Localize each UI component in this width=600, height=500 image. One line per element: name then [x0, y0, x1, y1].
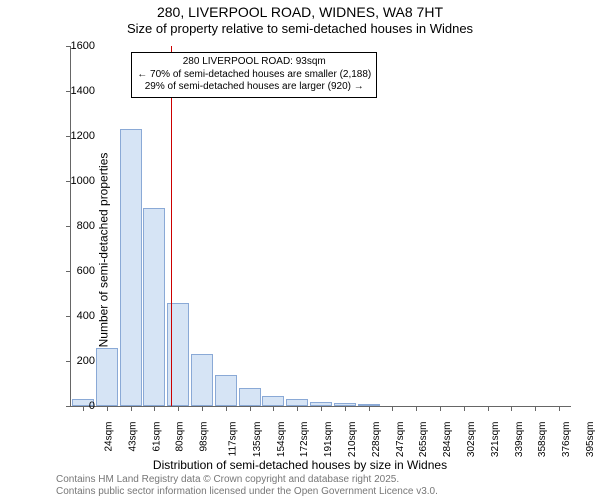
xtick-mark — [369, 406, 370, 411]
copyright-line: Contains public sector information licen… — [56, 486, 438, 498]
ytick-label: 0 — [89, 400, 95, 412]
xtick-mark — [511, 406, 512, 411]
histogram-bar — [262, 396, 284, 406]
reference-line — [171, 46, 172, 406]
xtick-mark — [107, 406, 108, 411]
xtick-label: 80sqm — [175, 422, 186, 452]
xtick-mark — [226, 406, 227, 411]
ytick-label: 400 — [77, 310, 95, 322]
histogram-bar — [191, 354, 213, 406]
xtick-mark — [250, 406, 251, 411]
xtick-label: 247sqm — [395, 422, 406, 458]
xtick-label: 228sqm — [371, 422, 382, 458]
xtick-mark — [392, 406, 393, 411]
xtick-label: 98sqm — [199, 422, 210, 452]
xtick-label: 117sqm — [227, 422, 238, 457]
xtick-mark — [559, 406, 560, 411]
annotation-box: 280 LIVERPOOL ROAD: 93sqm← 70% of semi-d… — [131, 52, 377, 98]
plot-area: 280 LIVERPOOL ROAD: 93sqm← 70% of semi-d… — [70, 46, 571, 407]
xtick-mark — [178, 406, 179, 411]
xtick-mark — [297, 406, 298, 411]
xtick-mark — [416, 406, 417, 411]
histogram-bar — [96, 348, 118, 407]
xtick-label: 24sqm — [103, 422, 114, 452]
xtick-label: 210sqm — [347, 422, 358, 458]
xtick-label: 302sqm — [466, 422, 477, 458]
xtick-mark — [154, 406, 155, 411]
xtick-label: 265sqm — [419, 422, 430, 458]
ytick-label: 800 — [77, 220, 95, 232]
xtick-label: 358sqm — [538, 422, 549, 458]
xtick-mark — [321, 406, 322, 411]
copyright-block: Contains HM Land Registry data © Crown c… — [56, 474, 438, 498]
xtick-label: 395sqm — [585, 422, 596, 458]
xtick-label: 172sqm — [299, 422, 310, 458]
xtick-label: 135sqm — [252, 422, 263, 458]
chart-title: 280, LIVERPOOL ROAD, WIDNES, WA8 7HT — [0, 4, 600, 21]
ytick-label: 200 — [77, 355, 95, 367]
ytick-mark — [66, 406, 71, 407]
xtick-mark — [535, 406, 536, 411]
xtick-mark — [488, 406, 489, 411]
histogram-bar — [215, 375, 237, 407]
xtick-label: 191sqm — [323, 422, 334, 458]
ytick-label: 1200 — [71, 130, 95, 142]
x-axis-label: Distribution of semi-detached houses by … — [0, 458, 600, 472]
xtick-label: 61sqm — [151, 422, 162, 452]
annotation-line: ← 70% of semi-detached houses are smalle… — [137, 69, 371, 82]
xtick-label: 154sqm — [276, 422, 287, 458]
histogram-bar — [143, 208, 165, 406]
ytick-label: 1400 — [71, 85, 95, 97]
histogram-bar — [239, 388, 261, 406]
xtick-mark — [440, 406, 441, 411]
annotation-line: 29% of semi-detached houses are larger (… — [137, 81, 371, 94]
xtick-label: 321sqm — [490, 422, 501, 458]
copyright-line: Contains HM Land Registry data © Crown c… — [56, 474, 438, 486]
xtick-label: 376sqm — [561, 422, 572, 458]
xtick-label: 339sqm — [514, 422, 525, 458]
ytick-mark — [66, 271, 71, 272]
ytick-mark — [66, 316, 71, 317]
xtick-mark — [345, 406, 346, 411]
chart-subtitle: Size of property relative to semi-detach… — [0, 21, 600, 37]
xtick-label: 43sqm — [127, 422, 138, 452]
histogram-bar — [120, 129, 142, 406]
xtick-mark — [464, 406, 465, 411]
ytick-mark — [66, 226, 71, 227]
ytick-mark — [66, 361, 71, 362]
xtick-mark — [131, 406, 132, 411]
xtick-mark — [273, 406, 274, 411]
ytick-label: 600 — [77, 265, 95, 277]
ytick-label: 1000 — [71, 175, 95, 187]
annotation-line: 280 LIVERPOOL ROAD: 93sqm — [137, 56, 371, 69]
xtick-label: 284sqm — [442, 422, 453, 458]
xtick-mark — [83, 406, 84, 411]
chart-container: 280, LIVERPOOL ROAD, WIDNES, WA8 7HT Siz… — [0, 0, 600, 500]
ytick-label: 1600 — [71, 40, 95, 52]
xtick-mark — [202, 406, 203, 411]
title-block: 280, LIVERPOOL ROAD, WIDNES, WA8 7HT Siz… — [0, 4, 600, 36]
histogram-bar — [286, 399, 308, 406]
